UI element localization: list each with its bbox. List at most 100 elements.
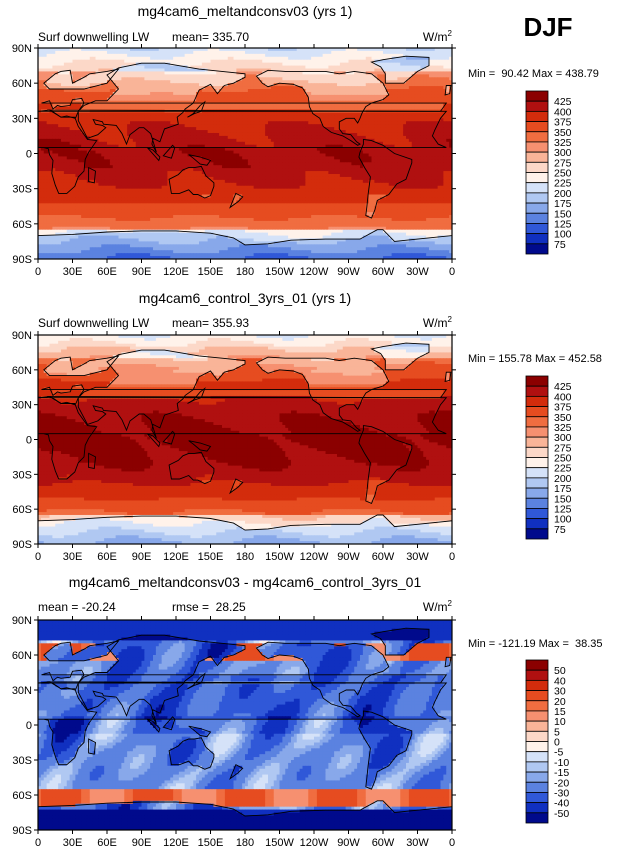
lat-tick-label: 30N — [12, 113, 32, 125]
colorbar-swatch — [526, 782, 548, 792]
lat-tick-label: 60N — [12, 365, 32, 377]
lon-tick-label: 90W — [337, 266, 360, 278]
colorbar-swatch — [526, 427, 548, 437]
colorbar-swatch — [526, 101, 548, 111]
lat-tick-label: 0 — [26, 720, 32, 732]
lat-tick-label: 30S — [12, 469, 32, 481]
colorbar-swatch — [526, 376, 548, 386]
lon-tick-label: 30W — [406, 551, 429, 563]
lon-tick-label: 150E — [198, 266, 224, 278]
map-field — [38, 48, 452, 259]
map-field — [38, 620, 452, 830]
lat-tick-label: 90N — [12, 330, 32, 342]
colorbar-swatch — [526, 213, 548, 223]
panel-2-units: W/m2 — [423, 315, 453, 330]
lat-tick-label: 30N — [12, 400, 32, 412]
colorbar-swatch — [526, 458, 548, 468]
lon-tick-label: 60E — [97, 551, 117, 563]
colorbar-swatch — [526, 203, 548, 213]
colorbar-label: -50 — [554, 808, 569, 820]
lon-tick-label: 90W — [337, 551, 360, 563]
colorbar-swatch — [526, 772, 548, 782]
colorbar-swatch — [526, 244, 548, 254]
panel-3-title: mg4cam6_meltandconsv03 - mg4cam6_control… — [69, 574, 422, 590]
colorbar-swatch — [526, 488, 548, 498]
colorbar-swatch — [526, 152, 548, 162]
panel-2-colorbar: 4254003753503253002752502252001751501251… — [526, 376, 572, 539]
lat-tick-label: 90S — [12, 539, 32, 551]
lon-tick-label: 60W — [372, 837, 395, 849]
lon-tick-label: 0 — [35, 837, 41, 849]
panel-1-left-label: Surf downwelling LW — [38, 30, 150, 44]
lat-tick-label: 60S — [12, 504, 32, 516]
panel-1-stats: Min = 90.42 Max = 438.79 — [468, 68, 599, 80]
panel-1-units: W/m2 — [423, 29, 453, 44]
lon-tick-label: 120W — [300, 837, 329, 849]
lat-tick-label: 60N — [12, 78, 32, 90]
lon-tick-label: 120E — [163, 837, 189, 849]
lon-tick-label: 90E — [132, 266, 152, 278]
lon-tick-label: 120W — [300, 266, 329, 278]
lat-tick-label: 60N — [12, 650, 32, 662]
panel-1-title: mg4cam6_meltandconsv03 (yrs 1) — [138, 3, 353, 19]
lon-tick-label: 0 — [35, 266, 41, 278]
colorbar-swatch — [526, 223, 548, 233]
colorbar-swatch — [526, 447, 548, 457]
colorbar-swatch — [526, 680, 548, 690]
colorbar-swatch — [526, 803, 548, 813]
panel-2-title: mg4cam6_control_3yrs_01 (yrs 1) — [139, 290, 351, 306]
colorbar-swatch — [526, 498, 548, 508]
lat-tick-label: 0 — [26, 435, 32, 447]
lon-tick-label: 30W — [406, 837, 429, 849]
colorbar-swatch — [526, 670, 548, 680]
colorbar-swatch — [526, 742, 548, 752]
lat-tick-label: 90N — [12, 615, 32, 627]
colorbar-swatch — [526, 162, 548, 172]
colorbar-swatch — [526, 193, 548, 203]
season-label: DJF — [523, 12, 572, 42]
lon-tick-label: 0 — [449, 837, 455, 849]
lon-tick-label: 150E — [198, 551, 224, 563]
panel-1: mg4cam6_meltandconsv03 (yrs 1) Surf down… — [12, 3, 599, 278]
panel-3-mean-label: rmse = 28.25 — [172, 600, 246, 614]
colorbar-swatch — [526, 721, 548, 731]
panel-2-mean-label: mean= 355.93 — [172, 316, 249, 330]
lon-tick-label: 90E — [132, 551, 152, 563]
lat-tick-label: 30S — [12, 755, 32, 767]
panel-3-stats: Min = -121.19 Max = 38.35 — [468, 638, 603, 650]
panel-3: mg4cam6_meltandconsv03 - mg4cam6_control… — [12, 574, 603, 849]
lon-tick-label: 90W — [337, 837, 360, 849]
lon-tick-label: 120E — [163, 551, 189, 563]
lon-tick-label: 120W — [300, 551, 329, 563]
colorbar-swatch — [526, 386, 548, 396]
colorbar-swatch — [526, 122, 548, 132]
colorbar-swatch — [526, 234, 548, 244]
colorbar-swatch — [526, 792, 548, 802]
panel-1-mean-label: mean= 335.70 — [172, 30, 249, 44]
lat-tick-label: 90S — [12, 254, 32, 266]
colorbar-swatch — [526, 111, 548, 121]
lat-tick-label: 90N — [12, 43, 32, 55]
lon-tick-label: 30E — [63, 837, 83, 849]
lon-tick-label: 0 — [35, 551, 41, 563]
lat-tick-label: 30S — [12, 184, 32, 196]
colorbar-swatch — [526, 417, 548, 427]
colorbar-swatch — [526, 437, 548, 447]
colorbar-swatch — [526, 396, 548, 406]
panel-2: mg4cam6_control_3yrs_01 (yrs 1) Surf dow… — [12, 290, 602, 563]
lon-tick-label: 90E — [132, 837, 152, 849]
colorbar-swatch — [526, 407, 548, 417]
colorbar-swatch — [526, 529, 548, 539]
lon-tick-label: 0 — [449, 551, 455, 563]
lat-tick-label: 90S — [12, 825, 32, 837]
lon-tick-label: 30E — [63, 551, 83, 563]
panel-2-stats: Min = 155.78 Max = 452.58 — [468, 353, 602, 365]
panel-2-left-label: Surf downwelling LW — [38, 316, 150, 330]
colorbar-swatch — [526, 142, 548, 152]
lon-tick-label: 180 — [236, 551, 254, 563]
colorbar-swatch — [526, 711, 548, 721]
colorbar-swatch — [526, 691, 548, 701]
